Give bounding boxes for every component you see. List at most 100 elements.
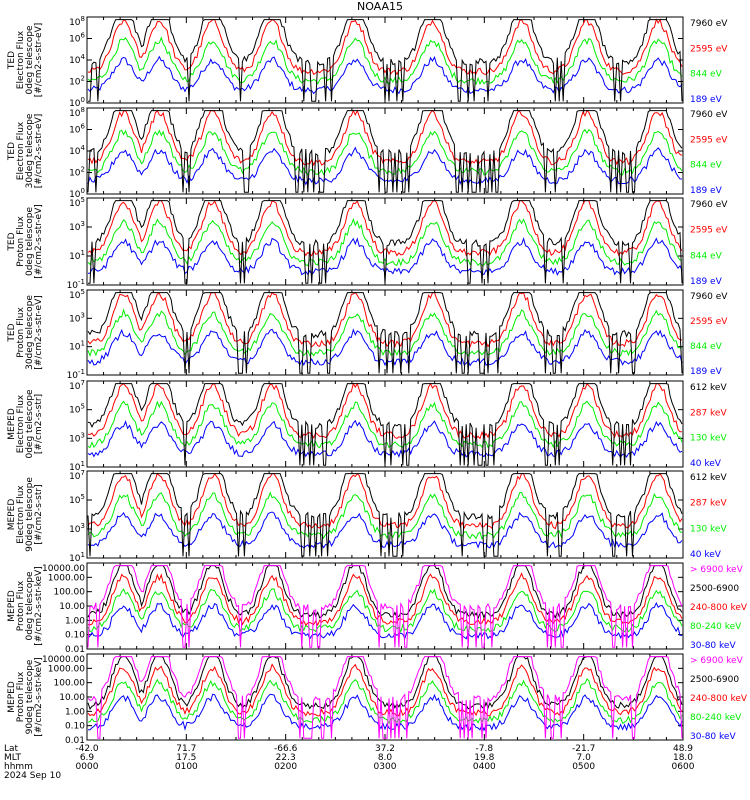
legend-item: 40 keV <box>690 459 722 469</box>
y-tick-label: 101 <box>69 340 85 353</box>
y-tick-label: 103 <box>69 431 85 444</box>
footer-tick-lat: 48.9 <box>673 744 693 754</box>
legend-item: 30-80 keV <box>690 732 736 742</box>
series-line <box>87 663 683 717</box>
series-line <box>87 199 683 257</box>
footer-tick-mlt: 17.5 <box>176 753 196 763</box>
y-tick-label: 10000.00 <box>42 655 85 665</box>
legend-item: 7960 eV <box>690 110 728 120</box>
legend-item: 80-240 keV <box>690 713 742 723</box>
legend-item: 189 eV <box>690 186 723 196</box>
y-tick-label: 10.00 <box>59 602 85 612</box>
series-line <box>88 19 683 102</box>
y-tick-label: 102 <box>69 75 85 88</box>
series-line <box>87 18 683 76</box>
legend-item: 7960 eV <box>690 292 728 302</box>
y-tick-label: 10.00 <box>59 693 85 703</box>
y-tick-label: 104 <box>69 53 85 66</box>
y-axis-label: TEDElectron Flux30deg telescope[#/cm2-s-… <box>7 113 44 188</box>
footer-tick-hhmm: 0200 <box>274 762 297 772</box>
series-line <box>87 419 683 459</box>
footer-tick-hhmm: 0600 <box>672 762 695 772</box>
footer-tick-hhmm: 0400 <box>473 762 496 772</box>
footer-row-label: MLT <box>4 753 22 763</box>
series-line <box>87 308 683 358</box>
y-axis-label: MEPEDProton Flux0deg telescope[#/cm2-s-s… <box>7 566 44 645</box>
y-tick-label: 105 <box>69 403 85 416</box>
legend-item: 2500-6900 <box>690 675 739 685</box>
legend-item: 844 eV <box>690 161 723 171</box>
footer-tick-mlt: 19.8 <box>474 753 494 763</box>
panel-frame <box>86 562 684 650</box>
y-tick-label: 100.00 <box>54 588 86 598</box>
time-axis-footer: LatMLThhmm-42.06.9000071.717.50100-66.62… <box>4 744 695 781</box>
series-line <box>87 217 682 267</box>
y-axis-label: TEDProton Flux30deg telescope[#/cm2-s-st… <box>7 295 44 370</box>
y-tick-label: 1.00 <box>65 616 85 626</box>
legend-item: 287 keV <box>690 408 727 418</box>
panel-frame <box>86 107 684 195</box>
y-axis-label: MEPEDProton Flux90deg telescope[#/cm2-s-… <box>7 657 44 736</box>
series-line <box>87 400 683 449</box>
y-tick-label: 106 <box>69 32 85 45</box>
series-line <box>87 146 683 186</box>
legend-item: 2595 eV <box>690 44 728 54</box>
footer-tick-lat: -66.6 <box>274 744 298 754</box>
y-tick-label: 103 <box>69 311 85 324</box>
footer-row-label: hhmm <box>4 762 33 772</box>
series-line <box>87 601 683 640</box>
y-tick-label: 102 <box>69 166 85 179</box>
y-tick-label: 108 <box>69 15 85 28</box>
legend-item: 189 eV <box>690 367 723 377</box>
footer-tick-hhmm: 0100 <box>175 762 198 772</box>
panel-frame <box>86 197 684 286</box>
legend-item: 80-240 keV <box>690 622 742 632</box>
series-line <box>87 656 683 739</box>
series-line <box>87 656 683 710</box>
series-line <box>87 678 683 725</box>
chart-title: NOAA15 <box>357 0 403 13</box>
footer-tick-mlt: 6.9 <box>80 753 95 763</box>
series-line <box>87 55 683 95</box>
legend-item: 40 keV <box>690 550 722 560</box>
footer-tick-mlt: 7.0 <box>577 753 592 763</box>
panel-7: 0.01 0.10 1.00 10.00 100.00 1000.0010000.00ME… <box>7 562 748 655</box>
y-tick-label: 1000.00 <box>48 573 85 583</box>
y-axis-label: TEDElectron Flux0deg telescope[#/cm2-s-s… <box>7 23 44 98</box>
legend-item: 130 keV <box>690 434 727 444</box>
footer-tick-lat: 71.7 <box>176 744 196 754</box>
legend-item: 844 eV <box>690 70 723 80</box>
legend-item: 844 eV <box>690 342 723 352</box>
series-line <box>87 565 683 648</box>
series-line <box>88 237 683 277</box>
legend-item: 287 keV <box>690 499 727 509</box>
series-line <box>87 383 683 466</box>
y-tick-label: 10000.00 <box>42 564 85 574</box>
legend-item: 130 keV <box>690 524 727 534</box>
footer-tick-hhmm: 0300 <box>374 762 397 772</box>
legend-item: 612 keV <box>690 383 727 393</box>
series-line <box>87 473 683 557</box>
legend-item: 2500-6900 <box>690 584 739 594</box>
legend-item: > 6900 keV <box>690 565 744 575</box>
y-tick-label: 106 <box>69 123 85 136</box>
y-axis-label: MEPEDElectron Flux0deg telescope[#/cm2-s… <box>7 389 44 459</box>
footer-tick-lat: -42.0 <box>75 744 99 754</box>
series-line <box>87 382 682 440</box>
legend-item: 844 eV <box>690 251 723 261</box>
y-tick-label: 1.00 <box>65 707 85 717</box>
series-line <box>87 693 683 732</box>
legend-item: 612 keV <box>690 473 727 483</box>
footer-row-label: Lat <box>4 744 19 754</box>
legend-item: 240-800 keV <box>690 603 748 613</box>
legend-item: 7960 eV <box>690 19 728 29</box>
series-line <box>87 128 683 176</box>
footer-tick-hhmm: 0500 <box>572 762 595 772</box>
y-tick-label: 103 <box>69 220 85 233</box>
